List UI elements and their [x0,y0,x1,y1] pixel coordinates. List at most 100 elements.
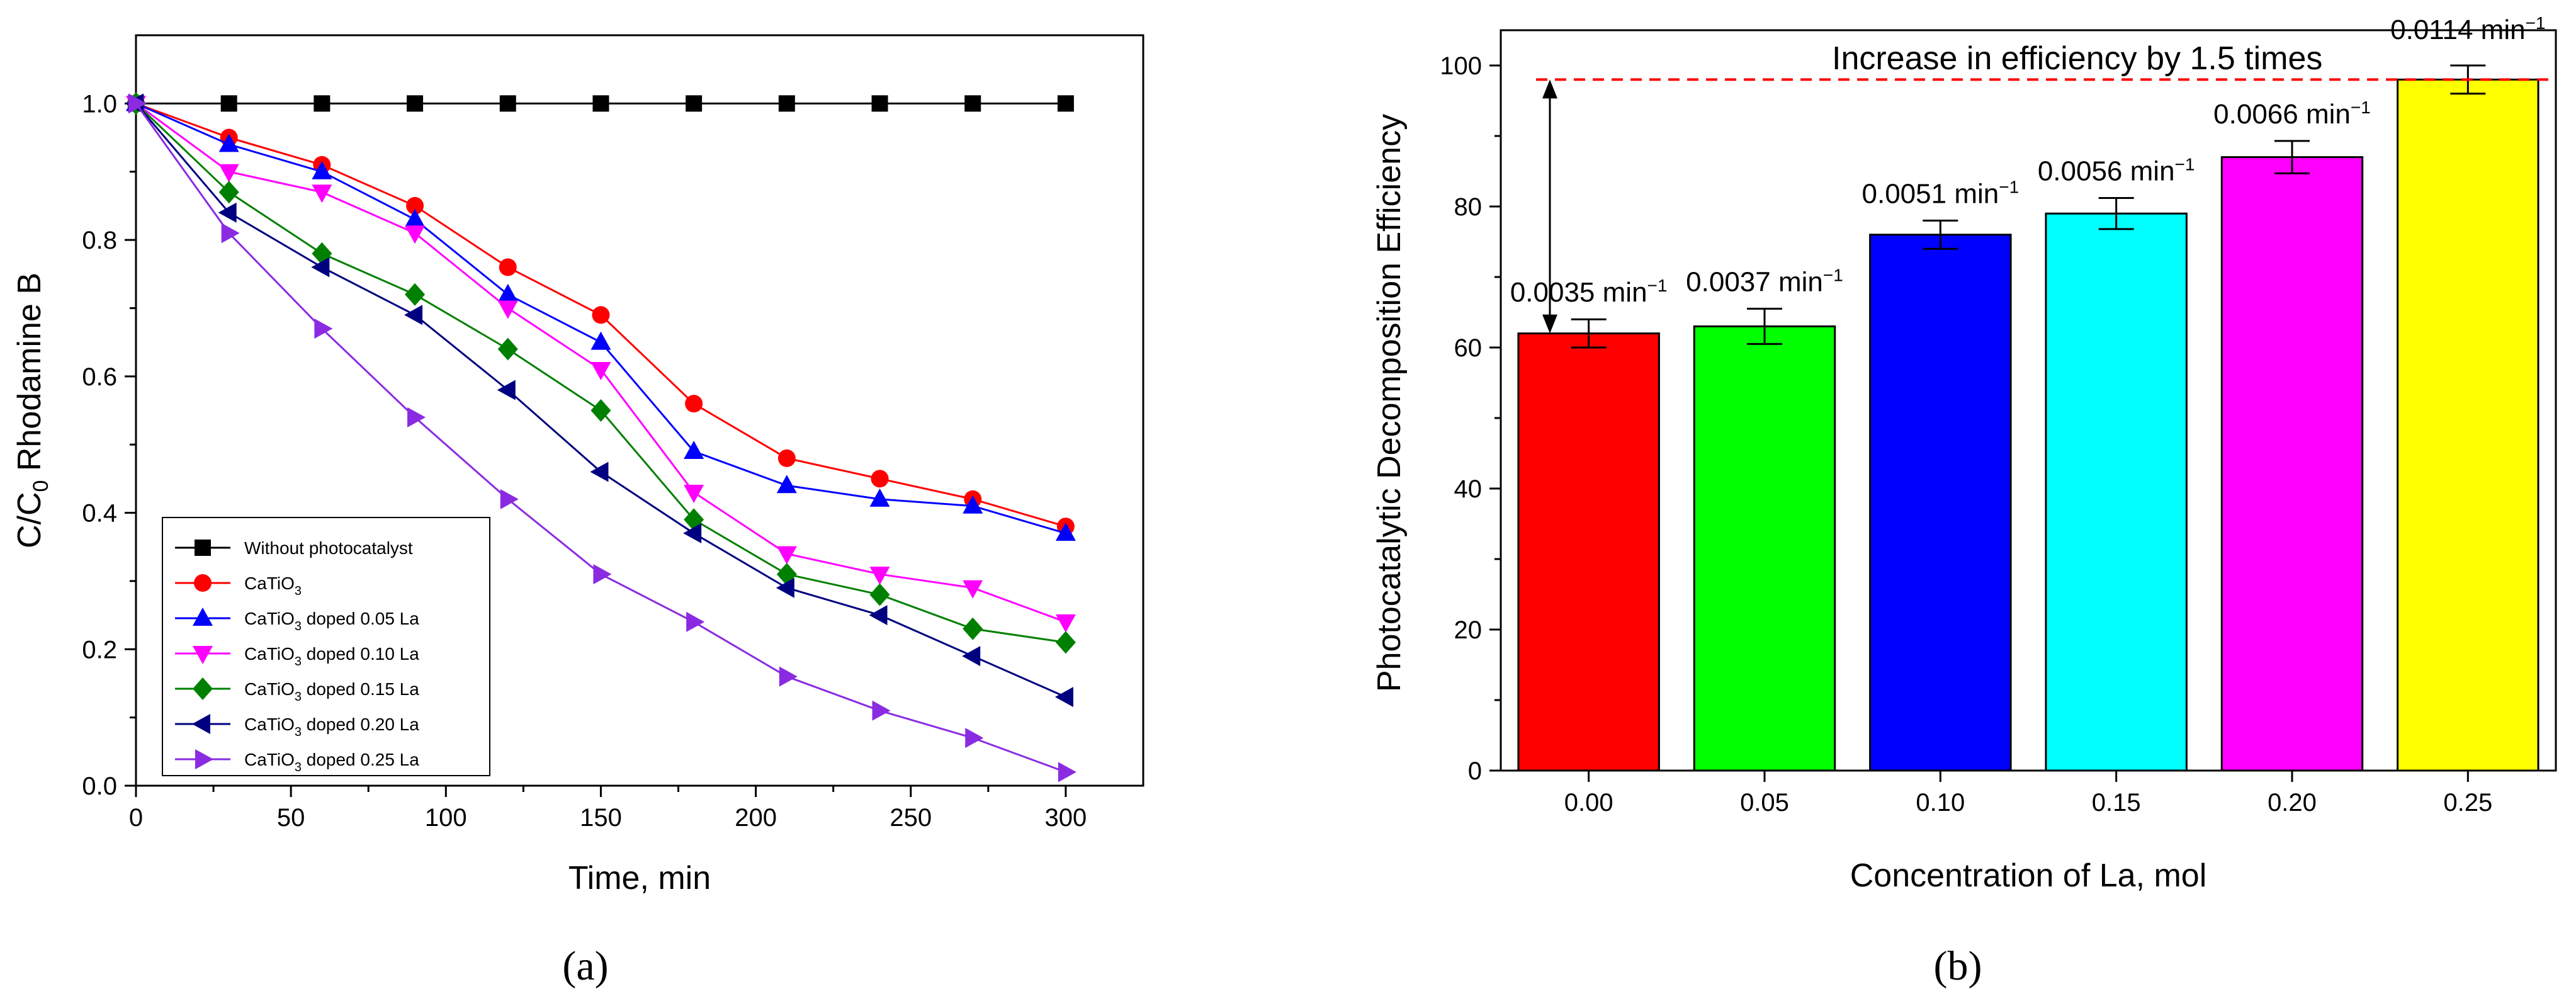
b-bar-group-4: 0.20 0.0066 min−1 [2213,98,2371,817]
b-bar [1693,325,1836,772]
a-legend-label-sub: 3 [295,725,302,739]
a-data-point [871,95,888,112]
a-data-point [869,605,888,626]
a-y-axis-title: C/C0 Rhodamine B [11,273,53,548]
b-arrow-head-up [1542,79,1557,99]
b-rate-label: 0.0056 min−1 [2038,155,2195,187]
b-rate-unit: min [1954,178,1999,209]
a-data-point [128,93,147,114]
a-legend-label-main: CaTiO [244,574,295,593]
a-data-point [218,164,239,183]
b-rate-label: 0.0114 min−1 [2390,13,2545,45]
a-data-point [686,95,703,112]
a-data-point [407,407,426,427]
b-bar [2397,78,2539,772]
a-legend-marker [193,677,213,700]
a-data-point [497,300,518,319]
a-legend-label: CaTiO3 doped 0.25 La [244,750,419,774]
b-rate-label: 0.0066 min−1 [2213,98,2371,130]
b-rate-space [2298,99,2306,130]
b-bar [1517,332,1660,772]
a-y-axis-title-sub: 0 [29,480,53,492]
a-series [125,92,1076,783]
a-legend-label-main: CaTiO [244,679,295,699]
a-x-axis-title: Time, min [568,860,711,896]
panel-a-line-chart: 0 50 100 150 200 250 300 0.0 0.2 0.4 0.6 0.8 1.0 Tim… [11,34,1144,989]
a-data-point [684,441,704,460]
a-data-point [311,257,330,278]
a-legend-label-rest: doped 0.10 La [302,644,419,664]
a-legend-box [162,517,490,776]
b-y-tick-label: 60 [1454,334,1483,362]
a-data-point [407,95,424,112]
b-y-tick-label: 80 [1454,193,1483,221]
b-rate-space [2473,14,2480,45]
a-data-point [684,485,704,504]
a-legend-label: CaTiO3 doped 0.05 La [244,609,419,633]
a-legend-marker [193,646,213,664]
b-rate-unit: min [2481,14,2526,45]
a-data-point [314,95,330,112]
panel-label-b: (b) [1934,943,1982,989]
a-data-point [500,489,519,509]
a-data-point [497,283,518,302]
a-data-point [593,564,612,585]
a-series-2 [126,93,1076,541]
a-data-point [497,337,518,361]
a-data-point [963,617,983,640]
b-rate-label: 0.0051 min−1 [1862,177,2020,209]
b-rate-exponent: −1 [1999,177,2019,196]
a-series-0 [128,95,1074,112]
a-data-point [404,305,423,325]
a-data-point [499,258,517,276]
b-bar-group-0: 0.00 0.0035 min−1 [1510,276,1668,817]
b-rate-space [2122,156,2130,187]
a-y-tick-label: 0.2 [82,636,117,664]
b-bar-group-2: 0.10 0.0051 min−1 [1862,177,2020,817]
b-rate-space [1771,266,1778,297]
a-data-point [590,331,611,350]
a-legend-label-rest: doped 0.05 La [302,609,419,628]
a-data-point [590,399,611,422]
b-rate-value: 0.0056 [2038,156,2123,187]
b-bar-group-5: 0.25 0.0114 min−1 [2390,13,2545,817]
a-data-point [221,223,240,244]
b-rate-exponent: −1 [1823,265,1843,285]
a-data-point [312,161,332,179]
a-y-tick-label: 0.8 [82,227,117,254]
b-bar [2045,212,2188,772]
a-data-point [1055,614,1076,633]
b-bar [2220,156,2364,772]
b-bar-group-3: 0.15 0.0056 min−1 [2038,155,2195,817]
a-data-point [1055,631,1076,654]
a-legend-item-1: CaTiO3 [175,574,302,598]
a-legend-label-sub: 3 [295,584,302,598]
a-data-point [218,133,239,152]
b-rate-label: 0.0035 min−1 [1510,276,1668,308]
a-data-point [218,181,239,204]
a-data-point [590,361,611,380]
b-rate-exponent: −1 [2351,98,2371,117]
a-data-point [218,202,237,223]
b-x-tick-label: 0.05 [1740,789,1789,817]
a-x-tick-label: 100 [425,804,467,832]
b-rate-value: 0.0066 [2213,99,2298,130]
a-series-6 [128,93,1076,783]
a-data-point [314,318,333,339]
b-y-axis-title: Photocatalytic Decomposition Efficiency [1371,114,1408,692]
a-data-point [592,95,609,112]
b-rate-value: 0.0114 [2390,14,2473,45]
b-rate-unit: min [2306,99,2351,130]
a-data-point [962,646,981,667]
b-rate-exponent: −1 [2175,155,2195,174]
a-legend-item-3: CaTiO3 doped 0.10 La [175,644,419,669]
a-data-point [779,666,798,687]
panel-label-a: (a) [562,943,608,989]
a-legend-marker [194,574,212,592]
a-legend-label-sub: 3 [295,619,302,633]
a-data-point [871,470,889,488]
a-legend-label-rest: doped 0.15 La [302,679,419,699]
a-data-point [497,380,516,400]
a-legend-marker [195,749,213,769]
a-data-point [776,475,797,494]
